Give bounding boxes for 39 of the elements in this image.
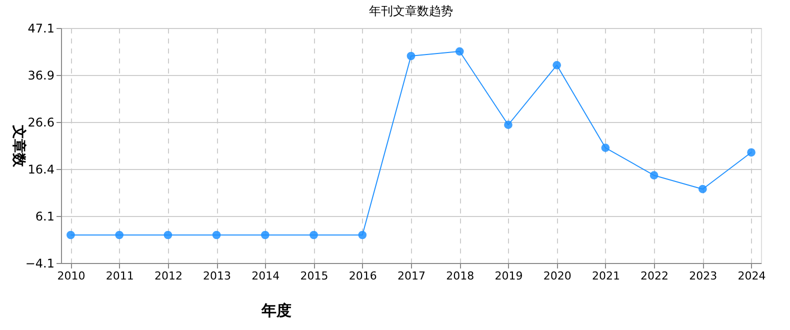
point <box>455 47 464 56</box>
chart-title: 年刊文章数趋势 <box>369 4 453 18</box>
y-tick-label: −4.1 <box>25 256 54 270</box>
point <box>66 230 75 240</box>
x-tick-label: 2013 <box>203 270 232 282</box>
point <box>650 171 658 180</box>
y-tick-label: 26.6 <box>28 116 54 130</box>
x-tick-label: 2015 <box>300 270 328 282</box>
point <box>115 230 124 240</box>
x-tick-label: 2019 <box>494 270 523 282</box>
point <box>260 230 270 240</box>
y-tick-label: 47.1 <box>28 22 54 36</box>
point <box>212 230 221 240</box>
point <box>406 52 416 60</box>
y-tick-label: 16.4 <box>28 162 54 176</box>
x-tick-label: 2022 <box>640 270 669 282</box>
y-tick-label: 36.9 <box>28 68 54 82</box>
x-tick-label: 2023 <box>689 270 718 282</box>
point <box>504 120 512 130</box>
point <box>358 230 367 240</box>
x-tick-label: 2017 <box>398 270 426 282</box>
x-tick-label: 2014 <box>252 270 280 282</box>
point <box>552 61 562 70</box>
x-tick-label: 2024 <box>738 270 766 282</box>
x-tick-label: 2016 <box>348 270 377 282</box>
point <box>747 148 756 157</box>
point <box>601 144 610 152</box>
x-tick-label: 2012 <box>154 270 182 282</box>
x-tick-label: 2018 <box>446 270 474 282</box>
point <box>310 230 318 240</box>
x-axis-title: 年度 <box>260 302 292 320</box>
y-tick-label: 6.1 <box>35 210 54 224</box>
x-tick-label: 2020 <box>543 270 572 282</box>
x-tick-label: 2011 <box>106 270 134 282</box>
y-axis-title: 文章数 <box>10 124 28 168</box>
point <box>164 230 172 240</box>
x-tick-label: 2010 <box>57 270 86 282</box>
point <box>698 184 707 194</box>
x-tick-label: 2021 <box>592 270 620 282</box>
